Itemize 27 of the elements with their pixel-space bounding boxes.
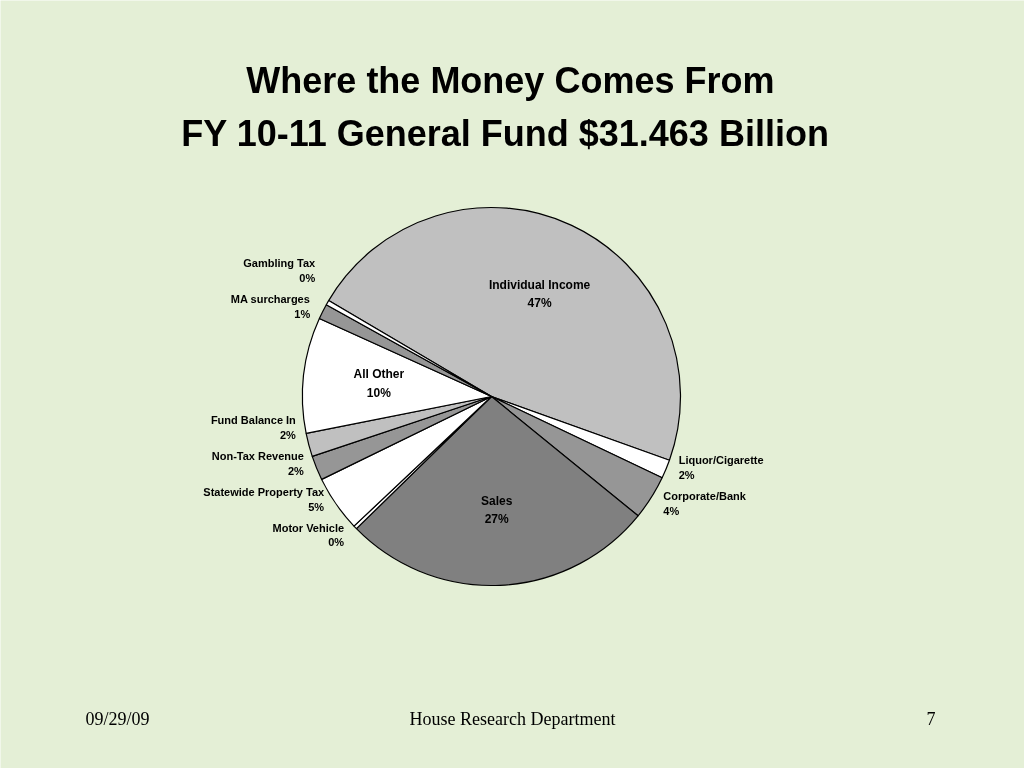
data-label: 2%: [287, 464, 305, 477]
data-label: 1%: [294, 307, 311, 320]
data-label: 47%: [527, 295, 552, 310]
data-label: 27%: [484, 511, 510, 526]
data-label: 0%: [328, 536, 345, 549]
text: House Research Department: [409, 708, 616, 729]
data-label: 0%: [299, 271, 316, 284]
data-label: 4%: [663, 504, 680, 517]
slice-label: Motor Vehicle: [272, 522, 345, 535]
data-label: 2%: [279, 428, 297, 441]
text: 7: [926, 709, 936, 729]
slice-label: Statewide Property Tax: [203, 486, 326, 499]
slice-label: Non-Tax Revenue: [211, 450, 304, 463]
slice-label: Individual Income: [488, 277, 591, 292]
slice-label: Sales: [481, 493, 513, 508]
chart-subtitle: FY 10-11 General Fund $31.463 Billion: [181, 113, 829, 154]
slice-label: Fund Balance In: [210, 414, 297, 427]
slice-label: Liquor/Cigarette: [678, 454, 764, 467]
data-label: 5%: [308, 500, 325, 513]
slice-label: Gambling Tax: [243, 257, 317, 270]
data-label: 10%: [366, 385, 392, 400]
data-label: 2%: [678, 468, 695, 481]
slice-label: MA surcharges: [230, 293, 310, 306]
slice-label: All Other: [353, 367, 405, 382]
text: 09/29/09: [85, 708, 150, 729]
slice-label: Corporate/Bank: [663, 490, 747, 503]
chart-title: Where the Money Comes From: [246, 60, 775, 101]
